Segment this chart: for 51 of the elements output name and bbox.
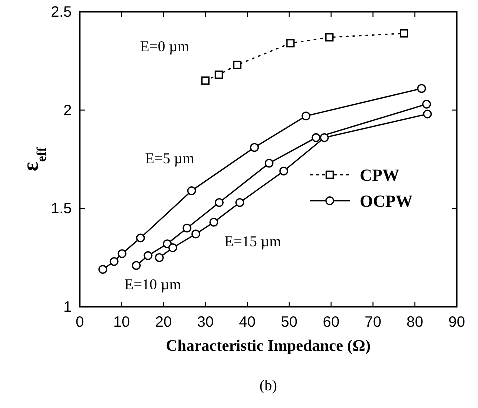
annotation: E=10 µm [124, 277, 182, 294]
point [144, 251, 153, 260]
point [118, 249, 127, 258]
point [202, 76, 210, 85]
point [98, 265, 108, 274]
x-tick-label: 0 [76, 314, 84, 331]
y-tick-label: 2.5 [51, 4, 72, 21]
point [312, 133, 321, 142]
legend-label: OCPW [360, 192, 413, 211]
point [182, 224, 192, 233]
point [302, 112, 311, 121]
y-tick-label: 1.5 [51, 200, 72, 218]
y-tick-label: 2 [64, 102, 72, 120]
legend-label: CPW [360, 166, 400, 185]
point [264, 158, 274, 168]
x-tick-label: 10 [114, 314, 130, 331]
annotation: E=15 µm [224, 234, 282, 250]
x-axis-title: Characteristic Impedance (Ω) [166, 338, 371, 355]
point [236, 198, 244, 208]
text: (b) [260, 378, 278, 394]
point [233, 60, 242, 70]
x-tick-label: 20 [155, 314, 172, 331]
point [192, 230, 200, 239]
point [417, 84, 426, 94]
x-tick-label: 90 [448, 314, 466, 331]
point [422, 100, 432, 109]
annotation: E=5 µm [145, 151, 195, 168]
point [187, 186, 196, 196]
point [423, 110, 432, 119]
point [286, 39, 295, 48]
y-tick-label: 1 [64, 299, 72, 316]
point [250, 143, 260, 152]
point [280, 166, 288, 176]
point [326, 33, 334, 42]
point [155, 253, 164, 262]
x-tick-label: 50 [281, 314, 298, 331]
point [110, 257, 119, 266]
x-tick-label: 60 [322, 314, 340, 331]
x-tick-label: 40 [239, 314, 256, 331]
point [214, 70, 224, 80]
point [168, 244, 178, 252]
point [215, 198, 224, 208]
x-tick-label: 80 [406, 314, 424, 331]
point [210, 218, 218, 227]
point [132, 261, 141, 270]
x-tick-label: 70 [364, 314, 382, 331]
point [400, 29, 408, 38]
x-tick-label: 30 [197, 314, 214, 331]
point [320, 133, 330, 142]
annotation: E=0 µm [140, 39, 190, 56]
point [136, 234, 146, 243]
